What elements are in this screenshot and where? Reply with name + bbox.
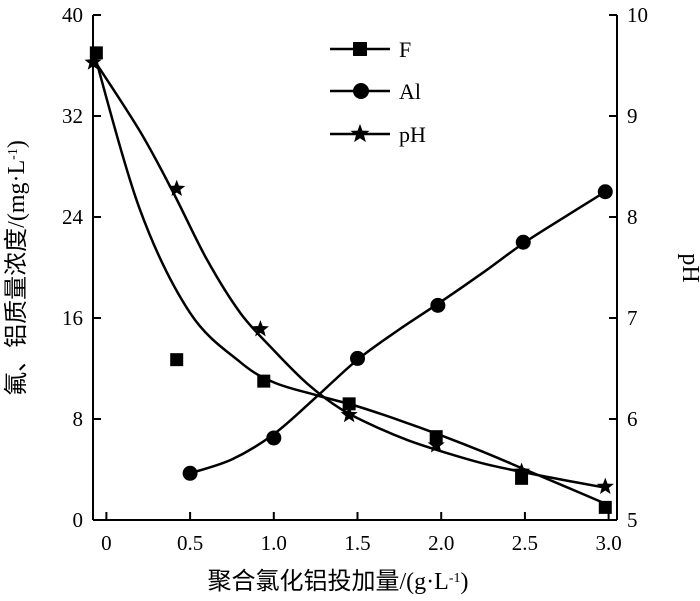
legend-label-ph: pH bbox=[399, 122, 426, 147]
x-axis-title: 聚合氯化铝投加量/(g·L-1) bbox=[208, 568, 469, 595]
data-point-al bbox=[182, 465, 198, 481]
legend-marker-square bbox=[353, 42, 367, 56]
data-point-f bbox=[342, 397, 356, 411]
x-tick-label: 1.0 bbox=[261, 531, 287, 555]
y-tick-label: 40 bbox=[62, 3, 83, 27]
y-axis-title-main: 氟、铝质量浓度/(mg·L bbox=[3, 160, 30, 396]
y-axis-title-sup: -1 bbox=[6, 148, 21, 160]
y2-tick-label: 7 bbox=[627, 306, 638, 330]
plot-frame bbox=[92, 15, 618, 521]
data-point-al bbox=[597, 184, 613, 200]
y-tick-label: 8 bbox=[73, 407, 84, 431]
legend-entry-al: Al bbox=[330, 79, 421, 104]
data-point-ph bbox=[84, 53, 102, 70]
data-point-al bbox=[430, 297, 446, 313]
y2-tick-label: 9 bbox=[627, 104, 638, 128]
fit-curve-f bbox=[91, 48, 606, 505]
x-axis-title-sup: -1 bbox=[449, 571, 461, 586]
legend-label-al: Al bbox=[399, 79, 421, 104]
data-point-ph bbox=[251, 320, 269, 337]
ticks: 0 0.5 1.0 1.5 2.0 2.5 3.0 0 8 16 24 32 40 5 6 7 8 9 10 bbox=[62, 3, 648, 555]
data-point-al bbox=[515, 234, 531, 250]
y-tick-label: 0 bbox=[73, 508, 84, 532]
y2-tick-label: 8 bbox=[627, 205, 638, 229]
data-point-ph bbox=[427, 436, 445, 453]
y2-tick-label: 5 bbox=[627, 508, 638, 532]
data-point-al bbox=[266, 430, 282, 446]
legend: F Al pH bbox=[330, 37, 426, 147]
legend-label-f: F bbox=[399, 37, 411, 62]
y2-tick-label: 10 bbox=[627, 3, 648, 27]
data-point-f bbox=[598, 500, 612, 514]
x-tick-label: 0 bbox=[101, 531, 112, 555]
x-tick-label: 2.0 bbox=[428, 531, 454, 555]
data-point-ph bbox=[513, 462, 531, 479]
fit-curve-ph bbox=[91, 57, 606, 489]
x-tick-label: 0.5 bbox=[177, 531, 203, 555]
y-axis-title-close: ) bbox=[4, 140, 30, 148]
data-point-al bbox=[350, 350, 366, 366]
y-axis-title: 氟、铝质量浓度/(mg·L-1) bbox=[3, 140, 30, 396]
x-tick-label: 1.5 bbox=[344, 531, 370, 555]
y-tick-label: 16 bbox=[62, 306, 83, 330]
data-point-f bbox=[170, 353, 184, 367]
fit-curve-al bbox=[189, 190, 606, 475]
y-tick-label: 24 bbox=[62, 205, 84, 229]
y2-axis-title: pH bbox=[677, 253, 700, 282]
fit-curves bbox=[91, 48, 606, 505]
data-point-ph bbox=[168, 179, 186, 196]
data-points bbox=[84, 46, 614, 514]
data-point-ph bbox=[596, 477, 614, 494]
legend-marker-star bbox=[350, 124, 370, 143]
data-point-ph bbox=[340, 405, 358, 423]
x-tick-label: 2.5 bbox=[512, 531, 538, 555]
legend-marker-circle bbox=[353, 83, 369, 99]
y-tick-label: 32 bbox=[62, 104, 83, 128]
data-point-f bbox=[257, 374, 271, 388]
y2-tick-label: 6 bbox=[627, 407, 638, 431]
x-axis-title-close: ) bbox=[460, 569, 468, 595]
x-tick-label: 3.0 bbox=[596, 531, 622, 555]
legend-entry-ph: pH bbox=[330, 122, 426, 147]
legend-entry-f: F bbox=[330, 37, 411, 62]
x-axis-title-main: 聚合氯化铝投加量/(g·L bbox=[208, 568, 449, 595]
